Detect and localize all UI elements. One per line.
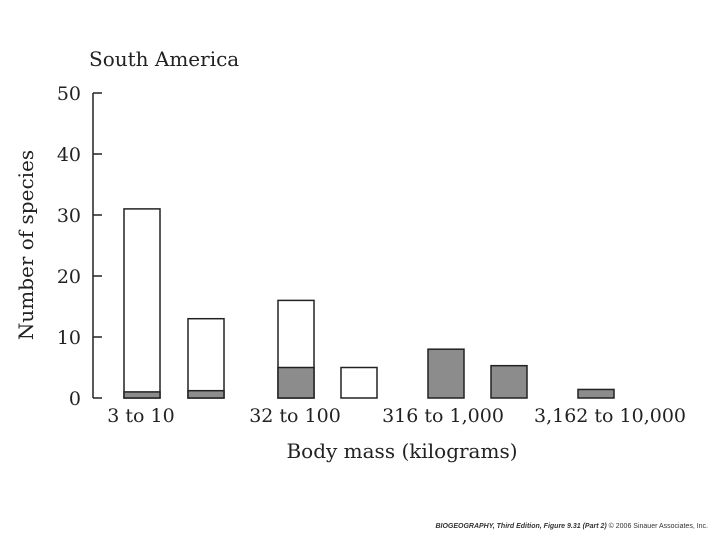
x-axis-label: Body mass (kilograms)	[286, 439, 517, 463]
y-tick-label: 40	[57, 144, 81, 166]
bar-subset	[490, 364, 528, 399]
y-tick-label: 10	[57, 327, 81, 349]
bar-subset	[277, 366, 315, 399]
bar-total	[187, 317, 225, 399]
bar-subset	[577, 388, 615, 399]
y-tick-label: 0	[69, 388, 81, 410]
bars	[123, 208, 615, 399]
bar-subset	[123, 391, 161, 399]
bar-subset	[427, 348, 465, 399]
bar-total	[123, 208, 161, 399]
x-tick-label: 316 to 1,000	[382, 405, 504, 427]
credit-book: BIOGEOGRAPHY, Third Edition, Figure 9.31…	[435, 523, 607, 530]
y-tick-label: 50	[57, 83, 81, 105]
chart-title: South America	[89, 47, 239, 71]
y-axis-label: Number of species	[14, 150, 38, 340]
bar-total	[340, 366, 378, 399]
x-tick-label: 3,162 to 10,000	[534, 405, 686, 427]
ticks: 0 10 20 30 40 50 3 to 10 32 to 100 316 to 1,000 3…	[57, 83, 686, 427]
x-tick-label: 3 to 10	[107, 405, 174, 427]
figure-credit: BIOGEOGRAPHY, Third Edition, Figure 9.31…	[435, 523, 708, 530]
x-tick-label: 32 to 100	[249, 405, 341, 427]
y-tick-label: 30	[57, 205, 81, 227]
y-tick-label: 20	[57, 266, 81, 288]
bar-subset	[187, 389, 225, 399]
credit-copyright: © 2006 Sinauer Associates, Inc.	[608, 523, 708, 530]
